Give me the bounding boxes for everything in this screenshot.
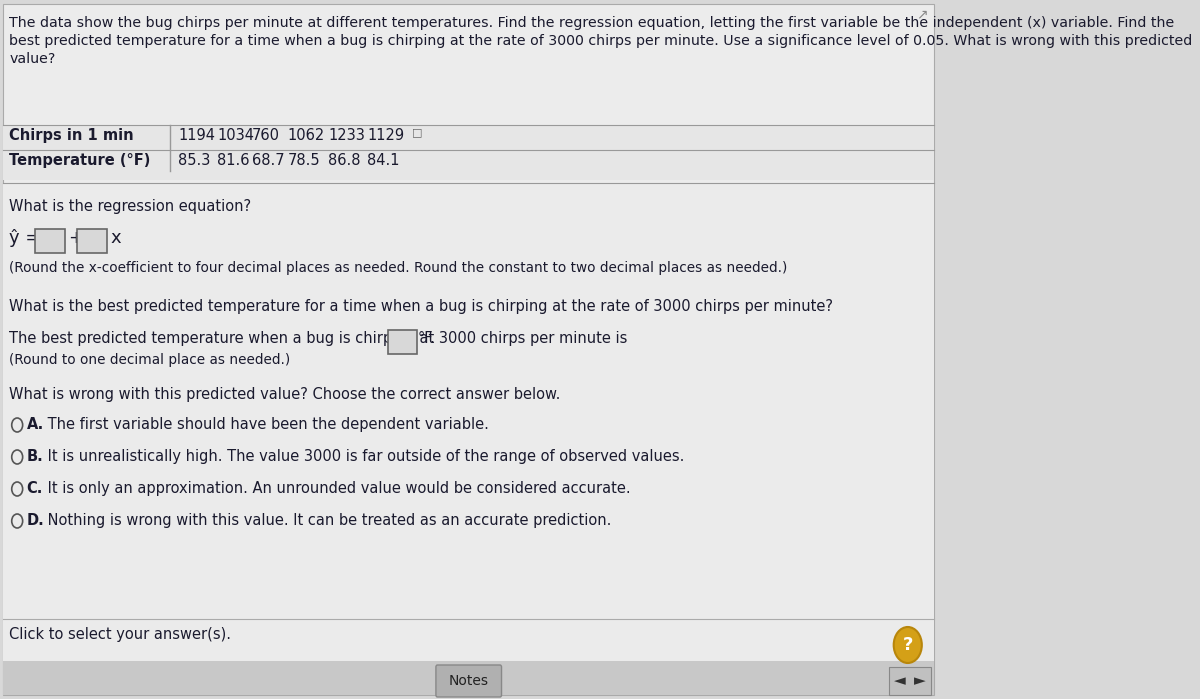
Circle shape	[12, 418, 23, 432]
Text: 1233: 1233	[328, 128, 365, 143]
FancyBboxPatch shape	[4, 183, 935, 695]
Text: ◄: ◄	[894, 674, 906, 689]
Text: 1062: 1062	[288, 128, 325, 143]
FancyBboxPatch shape	[35, 229, 65, 253]
Circle shape	[12, 450, 23, 464]
Text: value?: value?	[10, 52, 55, 66]
Text: x: x	[110, 229, 121, 247]
Text: Temperature (°F): Temperature (°F)	[10, 153, 151, 168]
FancyBboxPatch shape	[77, 229, 107, 253]
Text: Click to select your answer(s).: Click to select your answer(s).	[10, 627, 232, 642]
Text: best predicted temperature for a time when a bug is chirping at the rate of 3000: best predicted temperature for a time wh…	[10, 34, 1193, 48]
FancyBboxPatch shape	[4, 125, 935, 180]
Text: □: □	[412, 127, 422, 137]
Text: B.: B.	[26, 449, 43, 464]
Circle shape	[12, 514, 23, 528]
Text: (Round the x-coefficient to four decimal places as needed. Round the constant to: (Round the x-coefficient to four decimal…	[10, 261, 787, 275]
Text: Notes: Notes	[449, 674, 488, 688]
Text: 84.1: 84.1	[367, 153, 400, 168]
FancyBboxPatch shape	[4, 4, 935, 695]
Text: A.: A.	[26, 417, 44, 432]
Text: ►: ►	[914, 674, 926, 689]
Text: 760: 760	[252, 128, 280, 143]
Text: What is the regression equation?: What is the regression equation?	[10, 199, 252, 214]
Text: ↗: ↗	[917, 7, 928, 21]
Text: ŷ =: ŷ =	[10, 229, 41, 247]
Text: The data show the bug chirps per minute at different temperatures. Find the regr: The data show the bug chirps per minute …	[10, 16, 1175, 30]
Text: It is unrealistically high. The value 3000 is far outside of the range of observ: It is unrealistically high. The value 30…	[43, 449, 684, 464]
Text: 85.3: 85.3	[178, 153, 210, 168]
Circle shape	[894, 627, 922, 663]
Text: 86.8: 86.8	[328, 153, 361, 168]
Text: The first variable should have been the dependent variable.: The first variable should have been the …	[43, 417, 488, 432]
Text: What is the best predicted temperature for a time when a bug is chirping at the : What is the best predicted temperature f…	[10, 299, 833, 314]
FancyBboxPatch shape	[889, 667, 931, 695]
Text: What is wrong with this predicted value? Choose the correct answer below.: What is wrong with this predicted value?…	[10, 387, 560, 402]
Text: 68.7: 68.7	[252, 153, 284, 168]
FancyBboxPatch shape	[389, 330, 416, 354]
Text: D.: D.	[26, 513, 44, 528]
FancyBboxPatch shape	[4, 575, 935, 695]
Text: (Round to one decimal place as needed.): (Round to one decimal place as needed.)	[10, 353, 290, 367]
Text: °F.: °F.	[418, 331, 436, 346]
Text: It is only an approximation. An unrounded value would be considered accurate.: It is only an approximation. An unrounde…	[43, 481, 630, 496]
Text: +: +	[68, 229, 83, 247]
Text: Nothing is wrong with this value. It can be treated as an accurate prediction.: Nothing is wrong with this value. It can…	[43, 513, 611, 528]
Text: 1129: 1129	[367, 128, 404, 143]
FancyBboxPatch shape	[436, 665, 502, 697]
Text: ?: ?	[902, 636, 913, 654]
Text: 1034: 1034	[217, 128, 254, 143]
Text: 78.5: 78.5	[288, 153, 320, 168]
Text: 81.6: 81.6	[217, 153, 250, 168]
Text: The best predicted temperature when a bug is chirping at 3000 chirps per minute : The best predicted temperature when a bu…	[10, 331, 628, 346]
Text: C.: C.	[26, 481, 43, 496]
FancyBboxPatch shape	[4, 661, 935, 695]
Text: 1194: 1194	[178, 128, 215, 143]
Circle shape	[12, 482, 23, 496]
Text: Chirps in 1 min: Chirps in 1 min	[10, 128, 134, 143]
